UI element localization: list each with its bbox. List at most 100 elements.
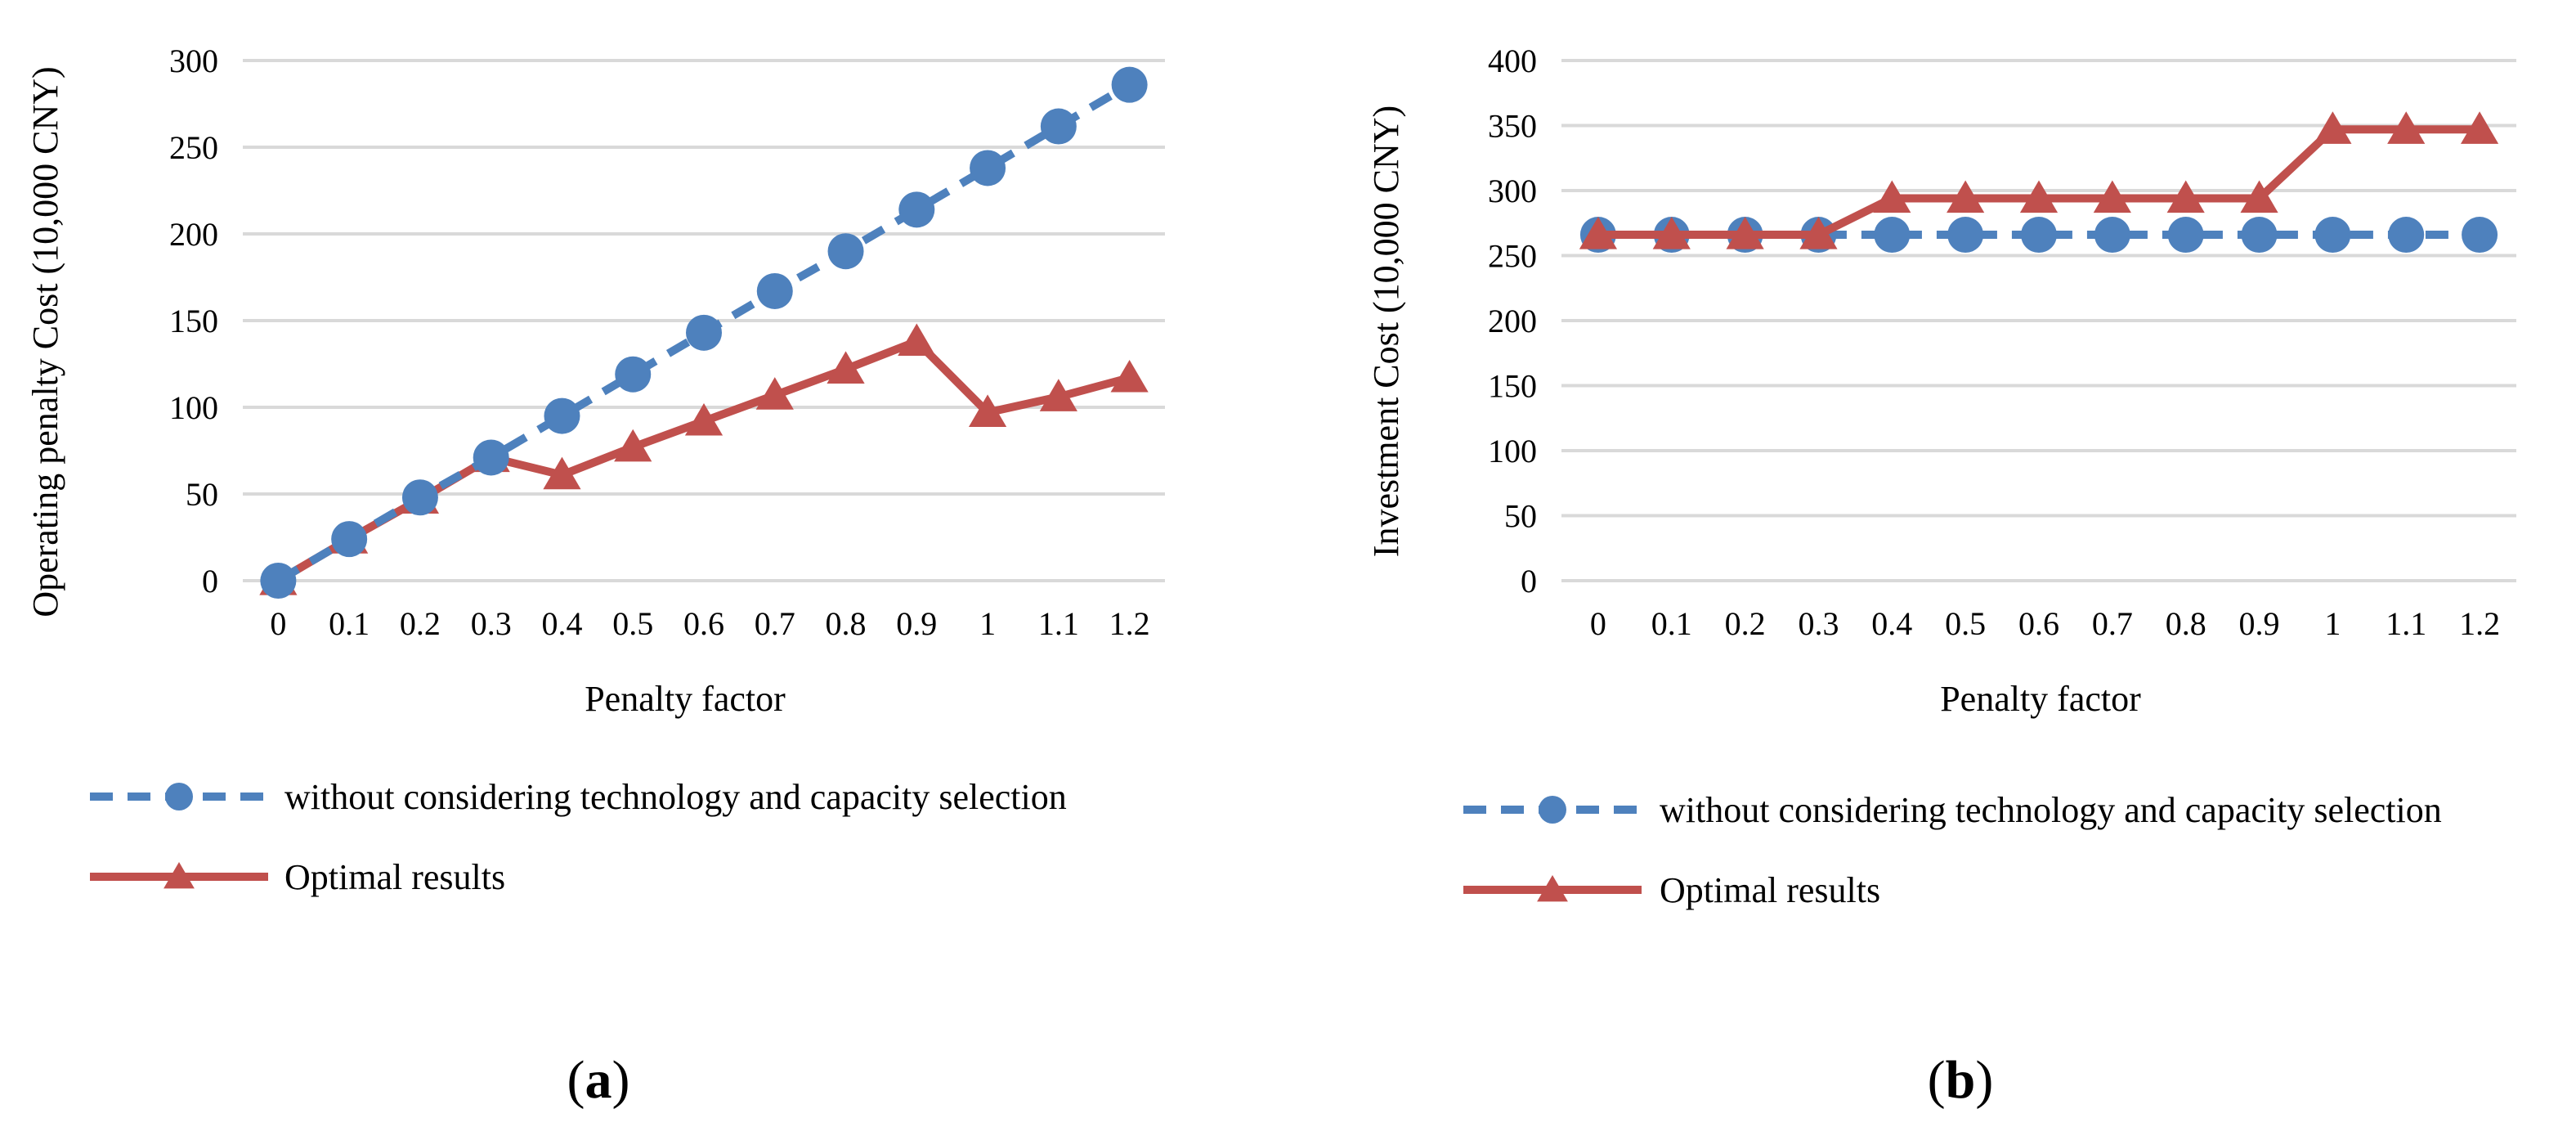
chart-a-y-tick-label: 150: [169, 303, 218, 339]
panel-label-a-open: (: [567, 1050, 585, 1110]
chart-a-point-triangle: [614, 429, 652, 462]
chart-b-point-circle: [1947, 217, 1984, 254]
chart-a-legend-item: Optimal results: [90, 857, 505, 897]
chart-a-point-circle: [898, 191, 935, 228]
chart-b-series: [1579, 111, 2499, 254]
chart-a-y-tick-label: 200: [169, 216, 218, 253]
panel-label-b: (b): [1928, 1050, 1994, 1110]
chart-b-legend-label: without considering technology and capac…: [1660, 790, 2442, 830]
chart-b-point-triangle: [1652, 217, 1691, 249]
chart-b-series-optimal: [1579, 111, 2499, 249]
chart-a-legend: without considering technology and capac…: [90, 777, 1067, 897]
chart-b-point-triangle: [2166, 180, 2205, 213]
chart-a-legend-swatch-marker: [165, 783, 193, 810]
chart-a-point-triangle: [827, 351, 865, 384]
chart-a-point-circle: [970, 150, 1006, 186]
chart-b-x-tick-label: 1: [2324, 605, 2341, 642]
chart-a-legend-label: Optimal results: [284, 857, 505, 897]
chart-a-point-circle: [260, 563, 297, 599]
chart-a-x-tick-label: 0.5: [612, 605, 653, 642]
chart-b: 0 50 100 150 200 250 300 350 400 0 0.1 0.2 0.3 0.4 0.…: [1366, 43, 2516, 910]
chart-a-x-tick-label: 0.6: [683, 605, 724, 642]
chart-a-point-circle: [473, 439, 509, 476]
panel-label-a-letter: a: [585, 1050, 612, 1110]
chart-b-x-tick-label: 0: [1590, 605, 1606, 642]
chart-a-x-tick-label: 0.3: [471, 605, 512, 642]
chart-a-x-tick-label: 0.7: [755, 605, 795, 642]
chart-b-point-triangle: [1947, 180, 1985, 213]
chart-b-y-tick-label: 100: [1488, 433, 1537, 469]
chart-b-x-tick-label: 0.7: [2092, 605, 2133, 642]
chart-a-point-triangle: [1039, 379, 1077, 411]
chart-b-point-triangle: [2093, 180, 2131, 213]
chart-a-point-circle: [1040, 108, 1077, 145]
chart-b-point-triangle: [2387, 111, 2426, 144]
panel-label-b-open: (: [1928, 1050, 1946, 1110]
chart-b-point-triangle: [2314, 111, 2352, 144]
chart-a-x-tick-label: 1: [979, 605, 996, 642]
chart-b-point-circle: [2094, 217, 2130, 254]
chart-a-point-triangle: [1110, 359, 1149, 393]
chart-a-x-ticks: 0 0.1 0.2 0.3 0.4 0.5 0.6 0.7 0.8 0.9 1 1.1 1.2: [270, 605, 1149, 642]
chart-a-x-tick-label: 0.4: [541, 605, 582, 642]
chart-a-legend-swatch-marker: [164, 862, 195, 889]
chart-b-x-tick-label: 0.5: [1945, 605, 1986, 642]
chart-a-y-tick-label: 100: [169, 389, 218, 426]
chart-a-point-circle: [401, 479, 438, 516]
chart-a-point-triangle: [755, 377, 794, 410]
panel-label-b-close: ): [1975, 1050, 1993, 1110]
chart-a-point-circle: [756, 272, 793, 309]
chart-b-legend-swatch-marker: [1537, 875, 1568, 902]
panel-label-a-close: ): [612, 1050, 630, 1110]
chart-a-x-tick-label: 1.1: [1038, 605, 1079, 642]
chart-b-y-ticks: 0 50 100 150 200 250 300 350 400: [1488, 43, 1537, 599]
chart-b-y-tick-label: 50: [1504, 498, 1537, 535]
chart-a-x-tick-label: 0.9: [896, 605, 937, 642]
chart-b-y-tick-label: 300: [1488, 173, 1537, 209]
chart-b-point-triangle: [2460, 111, 2499, 144]
chart-a-point-triangle: [543, 456, 581, 490]
chart-b-legend-swatch-marker: [1539, 796, 1566, 824]
chart-a-point-circle: [615, 356, 652, 393]
chart-b-y-tick-label: 0: [1521, 563, 1537, 599]
chart-b-legend-label: Optimal results: [1660, 870, 1880, 910]
chart-a-x-axis-title: Penalty factor: [585, 679, 786, 719]
chart-a-x-tick-label: 0: [270, 605, 286, 642]
chart-a-point-circle: [686, 314, 722, 351]
chart-b-point-circle: [2462, 217, 2498, 254]
chart-a-x-tick-label: 0.8: [826, 605, 867, 642]
chart-b-y-tick-label: 150: [1488, 368, 1537, 405]
chart-a-y-ticks: 0 50 100 150 200 250 300: [169, 43, 218, 599]
chart-a-series-optimal: [259, 323, 1149, 595]
chart-b-legend-item: Optimal results: [1463, 870, 1880, 910]
chart-a-legend-label: without considering technology and capac…: [284, 777, 1067, 817]
chart-a-x-tick-label: 0.2: [400, 605, 441, 642]
chart-a: 0 50 100 150 200 250 300 0 0.1 0.2 0.3 0.4 0.5 0.6 0.…: [25, 43, 1165, 897]
chart-b-point-circle: [2388, 217, 2425, 254]
chart-a-point-circle: [331, 521, 368, 558]
chart-a-y-tick-label: 50: [186, 476, 218, 513]
chart-b-gridlines: [1561, 59, 2516, 582]
chart-b-y-tick-label: 250: [1488, 238, 1537, 275]
chart-b-x-tick-label: 0.4: [1871, 605, 1912, 642]
chart-b-legend-item: without considering technology and capac…: [1463, 790, 2442, 830]
chart-b-point-triangle: [2240, 180, 2278, 213]
chart-a-y-tick-label: 300: [169, 43, 218, 79]
chart-a-x-tick-label: 0.1: [329, 605, 370, 642]
chart-b-y-axis-title: Investment Cost (10,000 CNY): [1366, 106, 1406, 557]
chart-b-x-tick-label: 0.8: [2166, 605, 2206, 642]
chart-b-y-tick-label: 350: [1488, 108, 1537, 145]
chart-a-series-baseline: [260, 66, 1148, 599]
chart-a-point-triangle: [898, 323, 936, 357]
chart-b-x-tick-label: 0.1: [1651, 605, 1692, 642]
chart-b-y-tick-label: 400: [1488, 43, 1537, 79]
chart-a-point-circle: [1111, 66, 1148, 103]
chart-a-point-circle: [544, 397, 580, 434]
chart-a-point-circle: [827, 233, 864, 270]
chart-b-x-axis-title: Penalty factor: [1940, 679, 2141, 719]
chart-b-y-tick-label: 200: [1488, 303, 1537, 339]
panel-label-a: (a): [567, 1050, 630, 1110]
chart-b-point-triangle: [1579, 217, 1618, 249]
chart-a-series-line: [276, 337, 1131, 585]
